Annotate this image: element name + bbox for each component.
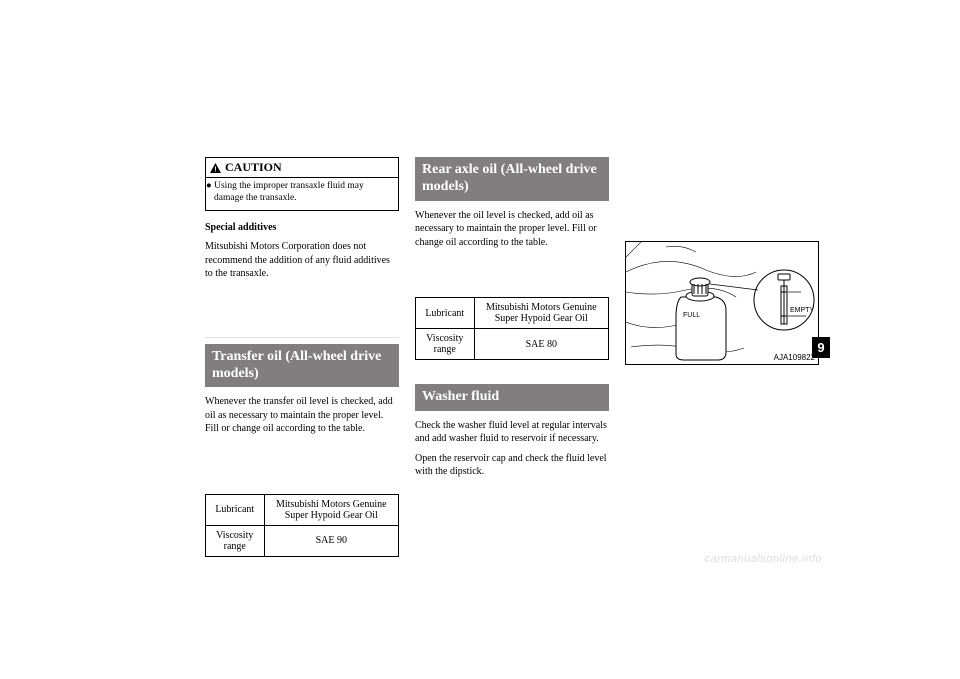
- figure-full-label: FULL: [683, 312, 700, 319]
- rear-axle-lubricant-table: Lubricant Mitsubishi Motors Genuine Supe…: [415, 297, 609, 360]
- caution-text: ● Using the improper transaxle fluid may…: [206, 178, 398, 210]
- table-row: Viscosity range SAE 80: [416, 329, 609, 360]
- figure-empty-label: EMPTY: [790, 307, 814, 314]
- rear-axle-header: Rear axle oil (All-wheel drive models): [415, 157, 609, 201]
- caution-header: ! CAUTION: [206, 158, 398, 178]
- content-columns: ! CAUTION ● Using the improper transaxle…: [205, 157, 825, 557]
- table-row: Viscosity range SAE 90: [206, 525, 399, 556]
- lubricant-value-cell: Mitsubishi Motors Genuine Super Hypoid G…: [474, 298, 608, 329]
- column-3: .: [625, 157, 819, 557]
- divider: [205, 337, 399, 338]
- lubricant-label-cell: Lubricant: [416, 298, 475, 329]
- svg-text:!: !: [214, 166, 216, 173]
- viscosity-label-cell: Viscosity range: [206, 525, 265, 556]
- transfer-oil-body: Whenever the transfer oil level is check…: [205, 395, 399, 436]
- special-additives-heading: Special additives: [205, 221, 399, 235]
- washer-fluid-body: Check the washer fluid level at regular …: [415, 419, 609, 446]
- rear-axle-body: Whenever the oil level is checked, add o…: [415, 209, 609, 250]
- transfer-oil-header: Transfer oil (All-wheel drive models): [205, 344, 399, 388]
- viscosity-value-cell: SAE 80: [474, 329, 608, 360]
- column-1: ! CAUTION ● Using the improper transaxle…: [205, 157, 399, 557]
- viscosity-value-cell: SAE 90: [264, 525, 398, 556]
- warning-triangle-icon: !: [210, 163, 221, 173]
- lubricant-label-cell: Lubricant: [206, 494, 265, 525]
- viscosity-label-cell: Viscosity range: [416, 329, 475, 360]
- lubricant-value-cell: Mitsubishi Motors Genuine Super Hypoid G…: [264, 494, 398, 525]
- washer-fluid-note: Open the reservoir cap and check the flu…: [415, 452, 609, 479]
- chapter-tab-9: 9: [812, 337, 830, 358]
- transfer-lubricant-table: Lubricant Mitsubishi Motors Genuine Supe…: [205, 494, 399, 557]
- caution-body-text: Using the improper transaxle fluid may d…: [214, 181, 364, 203]
- page-root: ! CAUTION ● Using the improper transaxle…: [0, 0, 960, 679]
- washer-fluid-header: Washer fluid: [415, 384, 609, 411]
- watermark: carmanualsonline.info: [704, 553, 822, 565]
- washer-reservoir-illustration-icon: FULL EMPTY: [626, 242, 818, 364]
- table-row: Lubricant Mitsubishi Motors Genuine Supe…: [206, 494, 399, 525]
- col3-filler: .: [625, 163, 819, 177]
- column-2: Rear axle oil (All-wheel drive models) W…: [415, 157, 609, 557]
- special-additives-body: Mitsubishi Motors Corporation does not r…: [205, 240, 399, 281]
- table-row: Lubricant Mitsubishi Motors Genuine Supe…: [416, 298, 609, 329]
- washer-reservoir-figure: FULL EMPTY AJA109822: [625, 241, 819, 365]
- caution-label: CAUTION: [225, 160, 282, 175]
- figure-id: AJA109822: [774, 353, 815, 362]
- caution-box: ! CAUTION ● Using the improper transaxle…: [205, 157, 399, 211]
